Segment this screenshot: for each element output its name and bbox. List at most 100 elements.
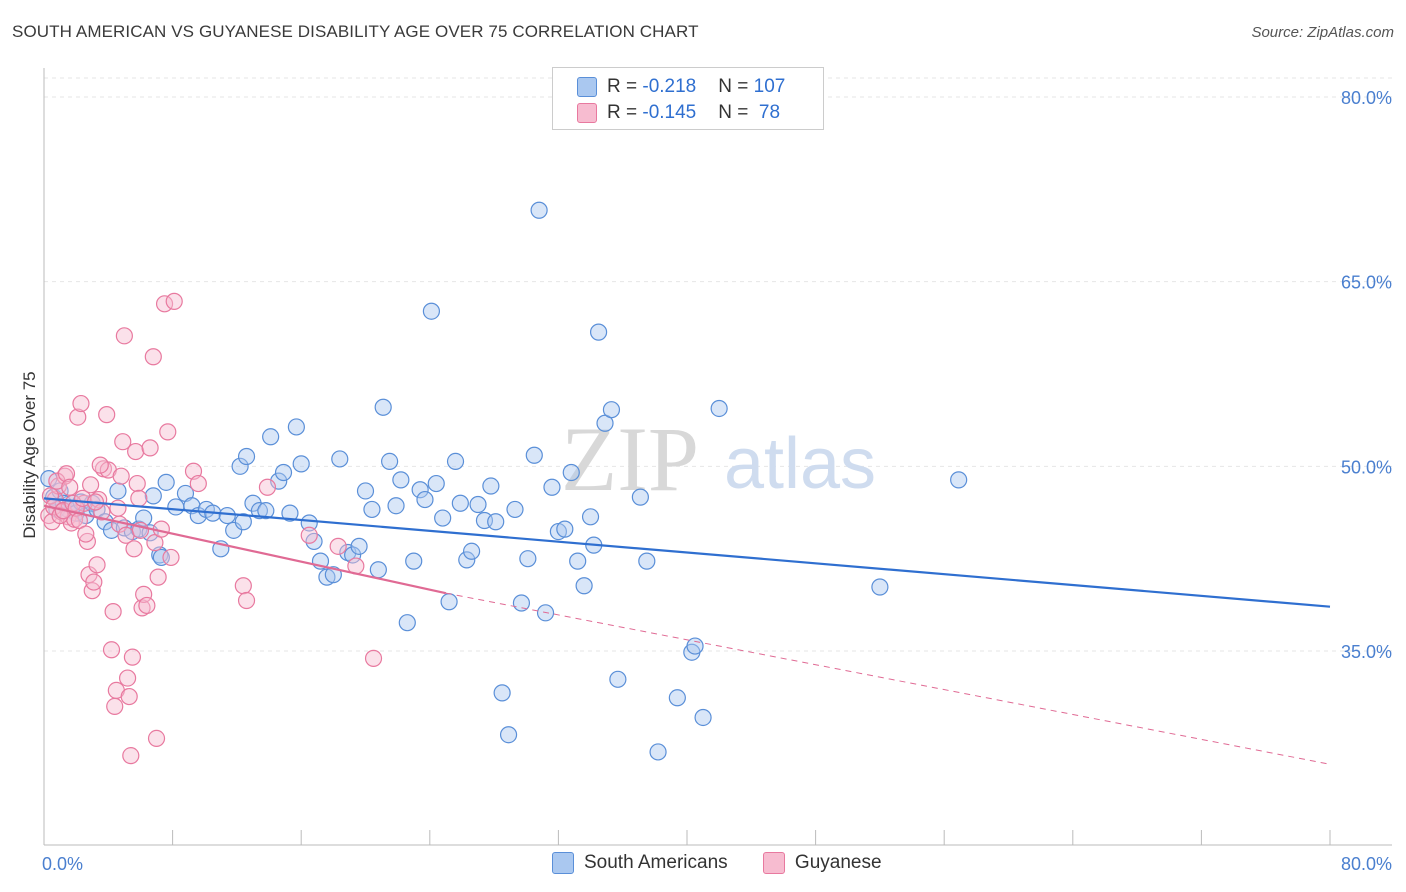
point-guyanese xyxy=(149,568,167,586)
point-south-americans xyxy=(356,482,375,500)
point-south-americans xyxy=(292,455,310,473)
point-south-americans xyxy=(493,684,511,702)
point-south-americans xyxy=(710,399,728,418)
point-south-americans xyxy=(152,548,170,567)
point-guyanese xyxy=(159,423,177,441)
point-south-americans xyxy=(350,537,368,555)
point-guyanese xyxy=(51,506,69,525)
point-south-americans xyxy=(369,561,387,579)
point-guyanese xyxy=(364,649,383,667)
axes xyxy=(43,68,1392,846)
point-south-americans xyxy=(530,201,548,219)
point-south-americans xyxy=(300,514,318,532)
point-guyanese xyxy=(120,687,138,706)
point-south-americans xyxy=(411,481,429,499)
point-south-americans xyxy=(543,478,561,496)
point-guyanese xyxy=(98,406,116,424)
point-south-americans xyxy=(434,509,452,527)
point-guyanese xyxy=(61,478,79,496)
point-south-americans xyxy=(287,418,305,436)
point-guyanese xyxy=(123,648,142,666)
legend-swatch-blue xyxy=(552,852,574,874)
x-tick-label: 0.0% xyxy=(42,854,83,874)
legend-r-label: R = xyxy=(607,102,643,123)
point-south-americans xyxy=(581,508,600,526)
point-south-americans xyxy=(363,500,381,519)
point-south-americans xyxy=(589,323,608,341)
y-tick-label: 35.0% xyxy=(1341,642,1392,662)
legend-r-label: R = xyxy=(607,76,643,97)
point-south-americans xyxy=(694,708,712,727)
point-guyanese xyxy=(127,442,145,461)
legend-swatch-pink xyxy=(762,852,785,874)
point-south-americans xyxy=(950,471,968,489)
point-guyanese xyxy=(141,439,159,457)
trendline-south-americans xyxy=(43,497,1331,608)
point-south-americans xyxy=(602,401,621,419)
point-south-americans xyxy=(482,477,500,495)
point-south-americans xyxy=(218,506,236,525)
legend-label: Guyanese xyxy=(794,852,882,874)
legend-r-value: -0.145 xyxy=(642,102,697,123)
legend-r-value: -0.218 xyxy=(642,76,697,97)
point-guyanese xyxy=(77,525,95,543)
point-south-americans xyxy=(225,521,243,539)
source-credit: Source: ZipAtlas.com xyxy=(1251,24,1394,41)
point-guyanese xyxy=(83,582,101,600)
series-legend: South Americans Guyanese xyxy=(552,852,912,874)
point-south-americans xyxy=(405,552,423,570)
point-guyanese xyxy=(122,747,140,765)
point-guyanese xyxy=(138,596,156,615)
point-guyanese xyxy=(165,292,183,310)
point-south-americans xyxy=(638,552,656,570)
point-south-americans xyxy=(422,302,441,320)
point-south-americans xyxy=(281,504,299,522)
point-south-americans xyxy=(451,494,469,512)
legend-item-south-americans: South Americans xyxy=(552,852,728,874)
point-south-americans xyxy=(331,450,349,468)
point-guyanese xyxy=(69,408,87,426)
point-guyanese xyxy=(133,599,151,617)
legend-swatch-pink xyxy=(577,102,597,123)
point-south-americans xyxy=(458,551,476,569)
point-south-americans xyxy=(381,452,399,471)
point-guyanese xyxy=(115,327,133,345)
point-guyanese xyxy=(234,577,252,595)
point-south-americans xyxy=(344,546,362,564)
point-guyanese xyxy=(329,537,347,555)
point-south-americans xyxy=(231,457,249,475)
point-south-americans xyxy=(167,498,185,516)
point-south-americans xyxy=(562,463,580,482)
grid-lines xyxy=(44,77,1392,652)
point-south-americans xyxy=(446,452,465,471)
watermark-zip: ZIP xyxy=(561,408,699,510)
zipatlas-watermark: ZIP atlas xyxy=(561,408,876,510)
point-guyanese xyxy=(237,591,256,610)
y-tick-label: 50.0% xyxy=(1341,457,1392,477)
point-guyanese xyxy=(118,669,137,687)
legend-n-label: N = xyxy=(718,76,754,97)
stats-legend: R = -0.218 N = 107 R = -0.145 N = 78 xyxy=(552,67,824,130)
point-south-americans xyxy=(512,594,531,612)
point-south-americans xyxy=(499,726,518,744)
point-guyanese xyxy=(130,489,148,507)
point-south-americans xyxy=(144,487,162,505)
point-south-americans xyxy=(871,578,889,596)
point-south-americans xyxy=(234,513,252,531)
point-guyanese xyxy=(91,456,109,474)
point-guyanese xyxy=(128,474,146,493)
y-tick-label: 65.0% xyxy=(1341,273,1392,293)
point-guyanese xyxy=(189,474,207,493)
point-south-americans xyxy=(525,446,543,464)
point-south-americans xyxy=(462,542,481,560)
point-south-americans xyxy=(440,593,458,611)
point-guyanese xyxy=(162,548,180,567)
legend-row-guyanese: R = -0.145 N = 78 xyxy=(577,102,780,126)
legend-row-south-americans: R = -0.218 N = 107 xyxy=(577,76,785,100)
point-guyanese xyxy=(82,476,100,494)
point-south-americans xyxy=(416,490,434,509)
point-guyanese xyxy=(300,526,318,544)
chart-title: SOUTH AMERICAN VS GUYANESE DISABILITY AG… xyxy=(12,22,699,41)
legend-label: South Americans xyxy=(584,852,728,874)
point-south-americans xyxy=(398,614,416,632)
